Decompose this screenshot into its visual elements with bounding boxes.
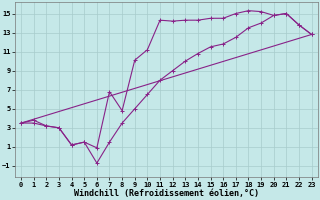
X-axis label: Windchill (Refroidissement éolien,°C): Windchill (Refroidissement éolien,°C) [74,189,259,198]
